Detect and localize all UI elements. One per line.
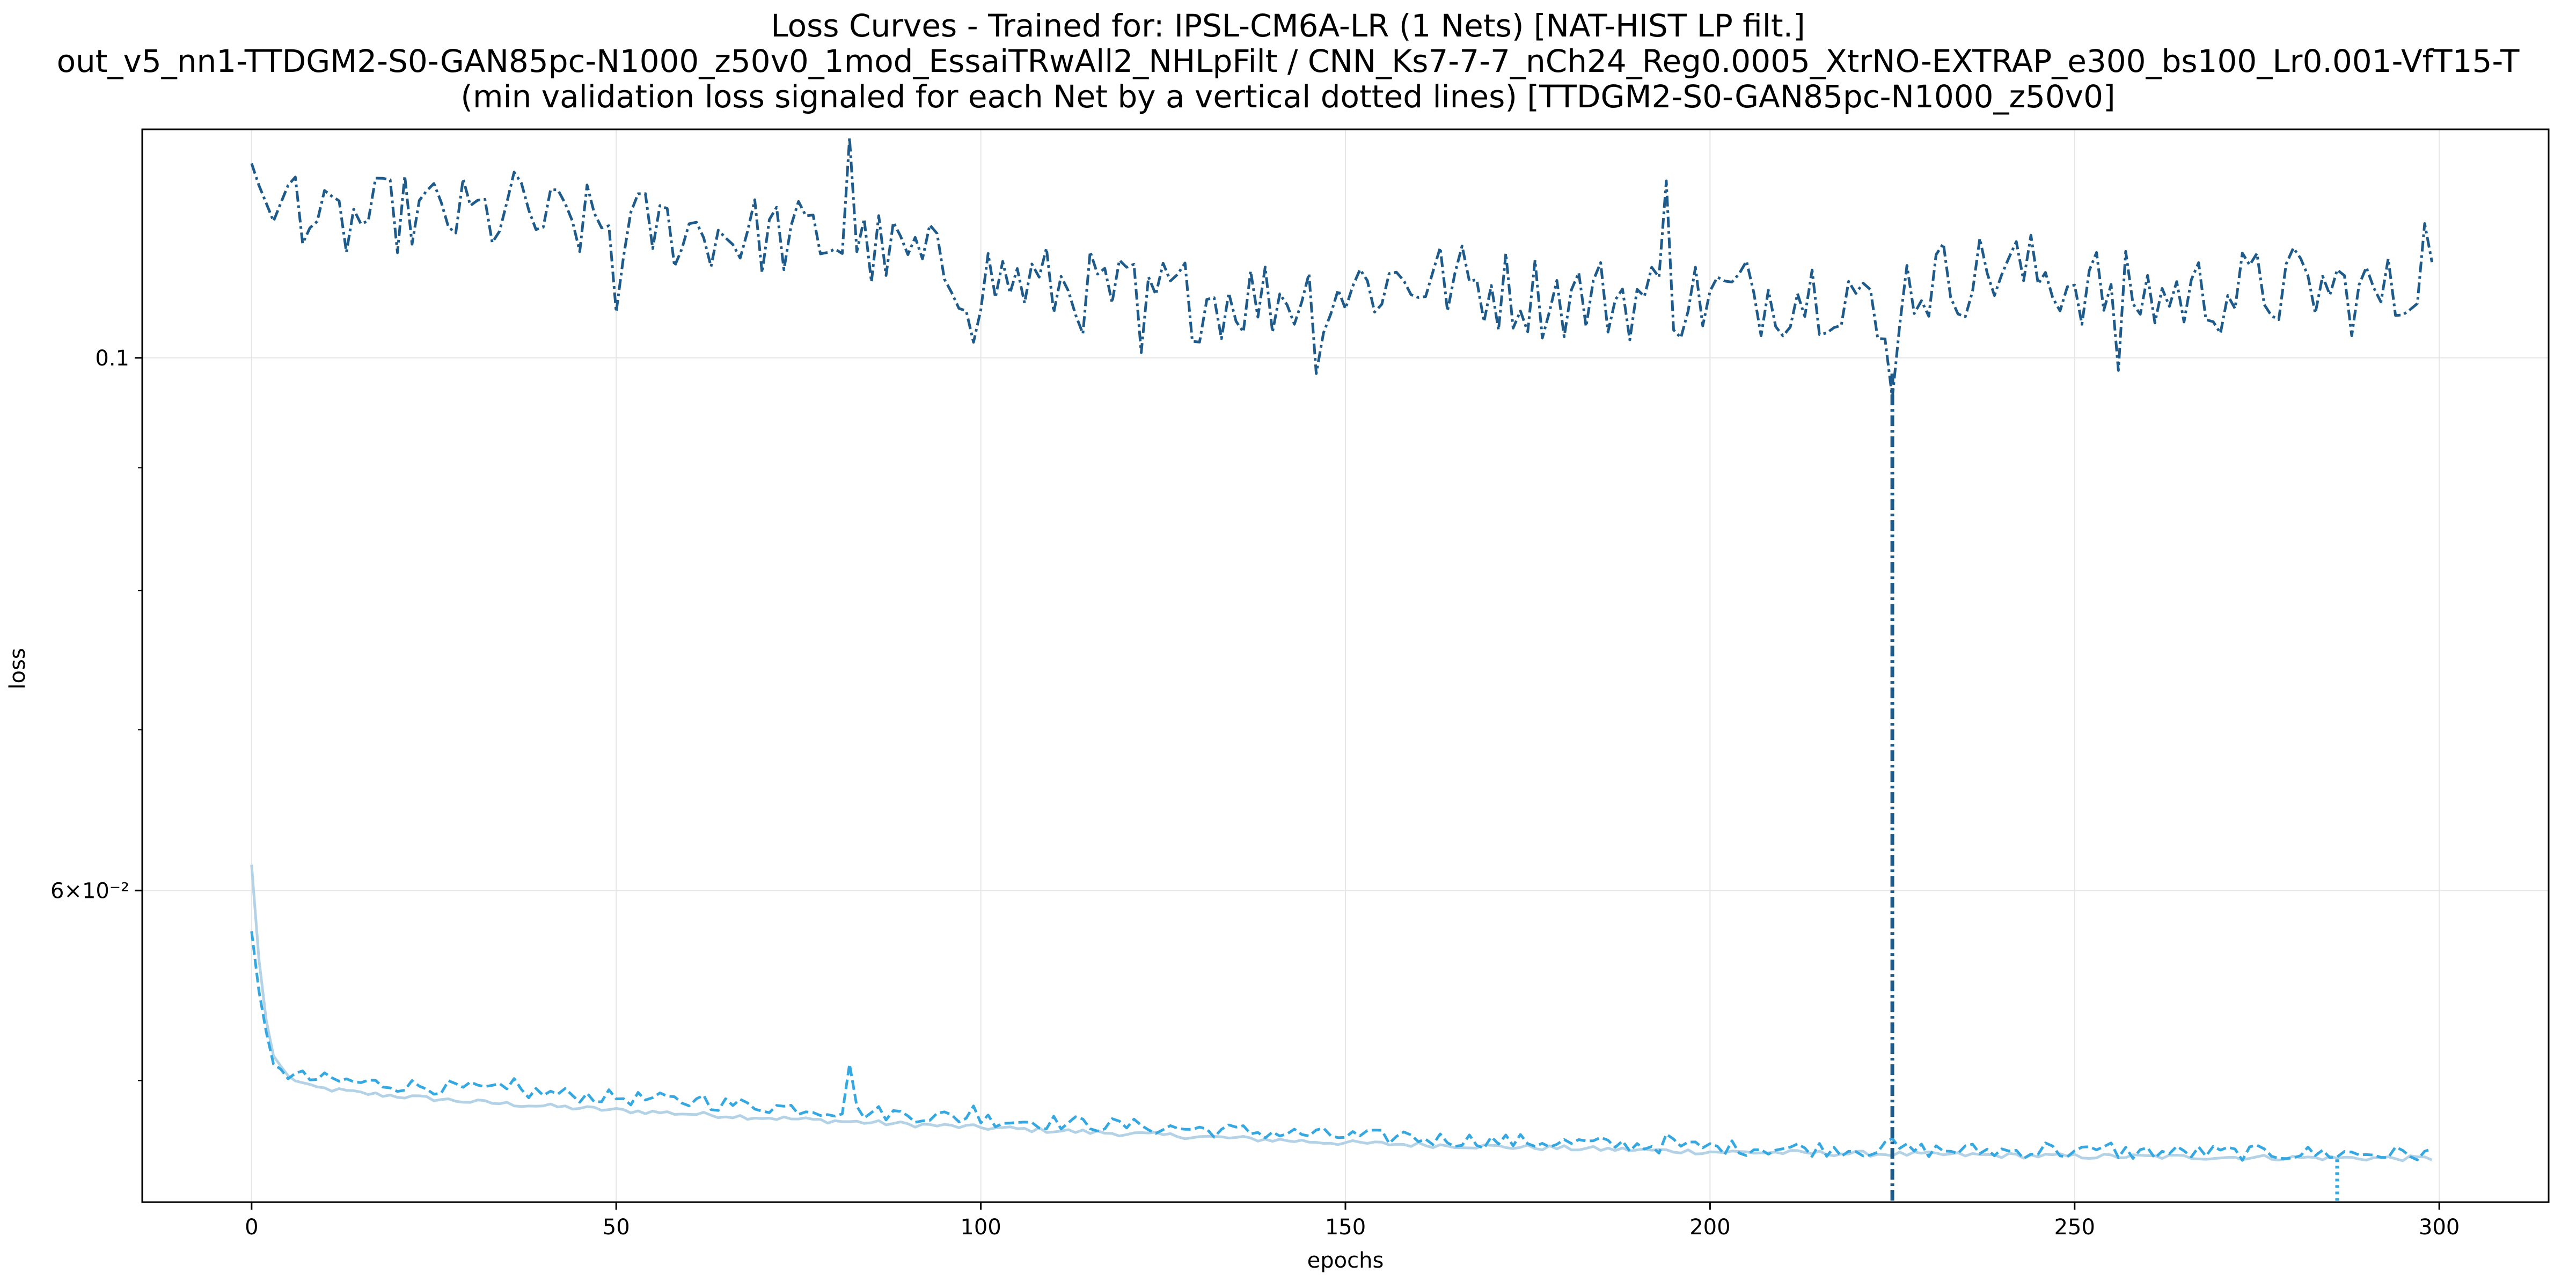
- chart-subtitle-note: (min validation loss signaled for each N…: [460, 78, 2116, 115]
- series-line-validation: [250, 931, 2433, 1162]
- y-axis-label: loss: [5, 648, 30, 689]
- x-tick-label: 300: [2419, 1215, 2460, 1240]
- series-line-train: [250, 865, 2433, 1162]
- x-axis-label: epochs: [1307, 1248, 1384, 1273]
- series-line-test: [250, 136, 2434, 399]
- plot-series-group: [250, 136, 2434, 1202]
- x-tick-label: 150: [1325, 1215, 1366, 1240]
- axis-ticks: 0 50 100 150 200 250 300 0.1 6×10⁻²: [50, 346, 2460, 1240]
- x-tick-label: 100: [960, 1215, 1001, 1240]
- x-tick-label: 0: [245, 1215, 258, 1240]
- chart-subtitle-run-name: out_v5_nn1-TTDGM2-S0-GAN85pc-N1000_z50v0…: [56, 43, 2520, 79]
- y-tick-label: 0.1: [95, 346, 129, 371]
- x-tick-label: 250: [2054, 1215, 2095, 1240]
- x-tick-label: 200: [1689, 1215, 1730, 1240]
- chart-title: Loss Curves - Trained for: IPSL-CM6A-LR …: [771, 8, 1805, 44]
- x-tick-label: 50: [603, 1215, 630, 1240]
- y-tick-label: 6×10⁻²: [50, 879, 129, 903]
- grid-lines: [142, 129, 2549, 1202]
